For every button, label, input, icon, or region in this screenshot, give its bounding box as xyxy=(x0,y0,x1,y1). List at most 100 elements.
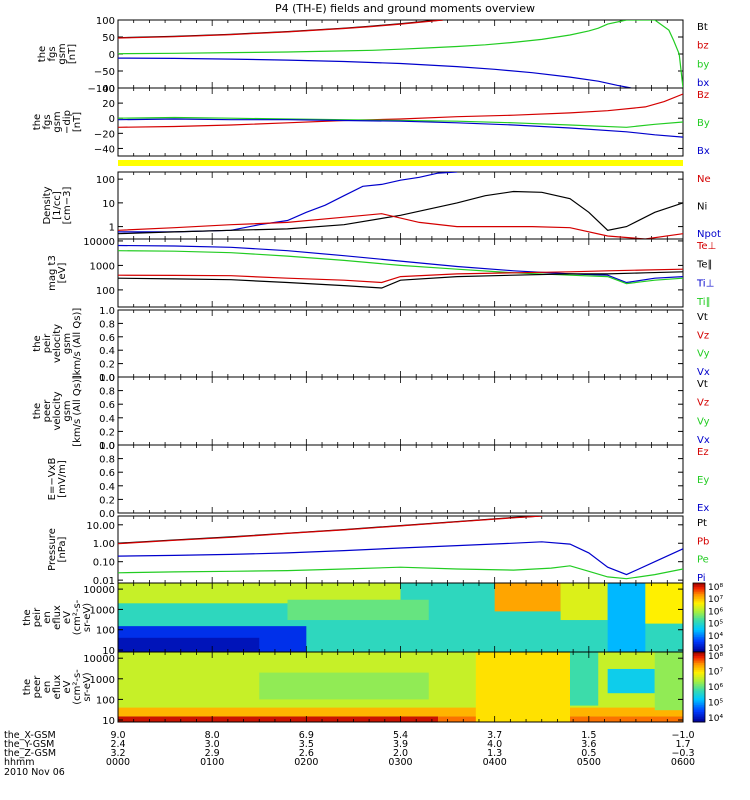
y-tick-label: 1.00 xyxy=(93,539,115,550)
y-tick-label: 1000 xyxy=(90,675,115,686)
colorbar-step xyxy=(693,605,705,608)
panel-frame xyxy=(117,238,684,308)
y-tick-label: 0.2 xyxy=(99,427,115,438)
y-axis-label: [mV/m] xyxy=(57,460,68,498)
colorbar-step xyxy=(693,702,705,705)
y-tick-label: 100 xyxy=(96,16,115,27)
x-tick-label: 3.7 xyxy=(487,730,502,741)
colorbar-step xyxy=(693,666,705,669)
y-tick-label: 0.6 xyxy=(99,333,115,344)
x-tick-label: 5.4 xyxy=(393,730,408,741)
colorbar-step xyxy=(693,690,705,693)
spectrogram-region xyxy=(259,672,429,700)
colorbar-step xyxy=(693,591,705,594)
y-axis-label: the xyxy=(32,114,43,130)
y-tick-label: −20 xyxy=(94,129,115,140)
spectrogram-region xyxy=(654,652,683,711)
y-tick-label: 0.0 xyxy=(99,373,115,384)
y-axis-label: [km/s (All Qs)] xyxy=(72,308,83,380)
series-line-bx xyxy=(118,57,632,88)
y-axis-label: peir xyxy=(32,607,43,627)
series-line-Ti∥ xyxy=(118,250,683,285)
y-axis-label: [1/cc] xyxy=(52,191,63,220)
x-row-label: hhmm xyxy=(4,757,35,768)
spectrogram-region xyxy=(118,583,401,604)
legend-entry: Pe xyxy=(697,555,709,566)
y-tick-label: 0.4 xyxy=(99,482,115,493)
spectrogram xyxy=(118,583,683,652)
y-axis-label: gsm xyxy=(57,43,68,64)
y-axis-label: [nPa] xyxy=(57,536,68,562)
panel-peer-eflux: 10⁸ 10⁷ 10⁶ 10⁵ 10⁴ 10000 1000 100 10 the peer en ef… xyxy=(22,651,723,727)
colorbar-step xyxy=(693,657,705,660)
y-tick-label: 0.8 xyxy=(99,455,115,466)
colorbar-step xyxy=(693,643,705,646)
colorbar-step xyxy=(693,681,705,684)
colorbar-step xyxy=(693,634,705,637)
colorbar-step xyxy=(693,600,705,603)
colorbar-step xyxy=(693,610,705,613)
legend-entry: Ex xyxy=(697,503,709,514)
panel-temperature: 10000 1000 100 mag t3 [eV] Te⊥ Te∥ Ti⊥ Ti∥ xyxy=(47,237,716,308)
colorbar-label: 10⁴ xyxy=(708,632,723,642)
colorbar-step xyxy=(693,716,705,719)
colorbar-step xyxy=(693,629,705,632)
colorbar-step xyxy=(693,709,705,712)
colorbar-label: 10⁵ xyxy=(708,699,723,709)
colorbar-step xyxy=(693,694,705,697)
x-tick-label: 0300 xyxy=(388,757,412,768)
y-tick-label: 0.2 xyxy=(99,495,115,506)
x-tick-label: −0.3 xyxy=(671,748,694,759)
x-tick-label: 0200 xyxy=(294,757,318,768)
colorbar-label: 10⁵ xyxy=(708,620,723,630)
x-tick-label: 6.9 xyxy=(299,730,314,741)
y-axis-label: gsm xyxy=(62,333,73,354)
spectrogram-region xyxy=(607,668,655,694)
colorbar-step xyxy=(693,662,705,665)
y-tick-label: 0.6 xyxy=(99,468,115,479)
x-tick-label: 1.3 xyxy=(487,748,502,759)
y-axis-label: (cm²-s- xyxy=(72,599,83,635)
series-line-Bz xyxy=(118,93,683,128)
y-tick-label: 10 xyxy=(102,199,115,210)
series-line-bz xyxy=(118,20,443,39)
legend-entry: Ti∥ xyxy=(696,297,711,308)
colorbar-step xyxy=(693,678,705,681)
y-tick-label: 0.01 xyxy=(93,576,115,587)
y-axis-label: eV xyxy=(62,680,73,693)
x-row-label: the_X-GSM xyxy=(4,730,56,741)
y-axis-label: the xyxy=(22,609,33,625)
panel-pressure: 10.00 1.00 0.10 0.01 Pressure [nPa] Pt Pb Pe Pi xyxy=(47,515,709,587)
x-tick-label: 1.7 xyxy=(675,739,690,750)
x-tick-label: 3.5 xyxy=(299,739,314,750)
y-tick-label: 1000 xyxy=(90,261,115,272)
colorbar-step xyxy=(693,636,705,639)
spectrogram-region xyxy=(287,599,429,621)
colorbar: 10⁸ 10⁷ 10⁶ 10⁵ 10⁴ 10³ xyxy=(692,582,723,654)
y-axis-label: en xyxy=(42,611,53,624)
y-axis-label: peir xyxy=(42,333,53,353)
colorbar-step xyxy=(693,704,705,707)
y-tick-label: 0.8 xyxy=(99,319,115,330)
colorbar-step xyxy=(693,718,705,721)
y-tick-label: 100 xyxy=(96,695,115,706)
panel-efield: 1.0 0.8 0.6 0.4 0.2 0.0 E=−VxB [mV/m] Ez Ey Ex xyxy=(47,441,709,520)
colorbar-step xyxy=(693,646,705,650)
colorbar-label: 10⁴ xyxy=(708,714,723,724)
spectrogram-region xyxy=(560,583,608,621)
x-tick-label: 2.6 xyxy=(299,748,314,759)
colorbar-step xyxy=(693,645,705,648)
y-tick-label: −50 xyxy=(94,67,115,78)
x-tick-label: 3.2 xyxy=(110,748,125,759)
colorbar-step xyxy=(693,659,705,662)
y-axis-label: fgs xyxy=(42,114,53,129)
legend-entry: Ez xyxy=(697,447,709,458)
colorbar-step xyxy=(693,593,705,596)
y-axis-label: [nT] xyxy=(67,44,78,64)
legend-entry: By xyxy=(697,118,710,129)
y-tick-label: 20 xyxy=(102,99,115,110)
x-tick-label: 2.0 xyxy=(393,748,408,759)
colorbar-step xyxy=(693,653,705,656)
colorbar-step xyxy=(693,650,705,653)
panel-peir-velocity: 1.0 0.8 0.6 0.4 0.2 0.0 the peir velocity gsm [km/… xyxy=(32,306,710,384)
